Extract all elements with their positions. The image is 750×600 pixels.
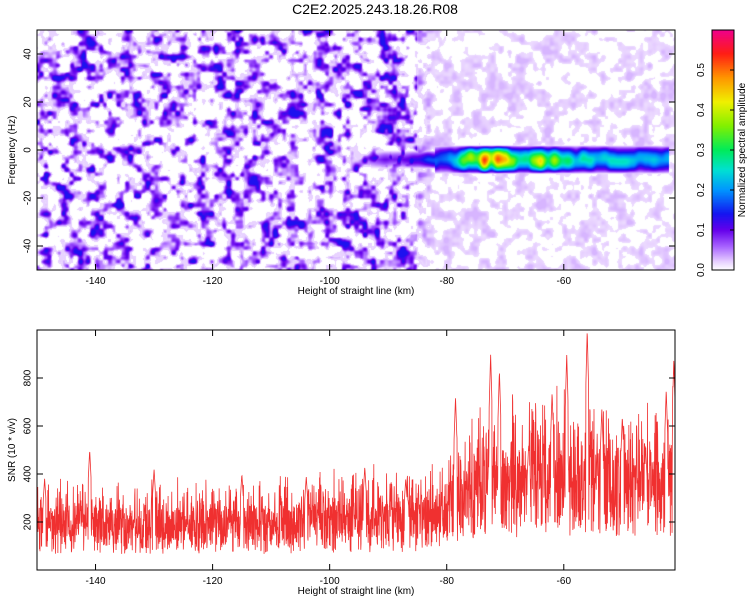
colorbar-gradient <box>712 30 734 270</box>
snr-series-line <box>37 333 675 554</box>
heatmap-xtick-label: -120 <box>203 276 223 287</box>
colorbar-tick-label: 0.0 <box>696 263 707 277</box>
heatmap-ytick-label: -40 <box>23 238 34 253</box>
spectrogram-panel: -140 -120 -100 -80 -60 -40 -20 0 20 40 Height of s… <box>7 29 676 297</box>
colorbar-panel: 0.0 0.1 0.2 0.3 0.4 0.5 Normalized spectral am… <box>696 29 748 277</box>
snr-xtick-label: -60 <box>557 576 572 587</box>
snr-ytick-label: 400 <box>23 465 34 482</box>
snr-ytick-label: 200 <box>23 513 34 530</box>
heatmap-xtick-label: -140 <box>86 276 106 287</box>
figure-title: C2E2.2025.243.18.26.R08 <box>292 1 458 17</box>
snr-xtick-label: -140 <box>86 576 106 587</box>
heatmap-ytick-label: -20 <box>23 190 34 205</box>
colorbar-tick-label: 0.2 <box>696 183 707 197</box>
snr-xlabel: Height of straight line (km) <box>298 586 415 597</box>
heatmap-ytick-label: 40 <box>23 48 34 60</box>
heatmap-xlabel: Height of straight line (km) <box>298 286 415 297</box>
heatmap-ytick-label: 20 <box>23 96 34 108</box>
heatmap-xtick-label: -100 <box>320 276 340 287</box>
colorbar-label: Normalized spectral amplitude <box>737 82 748 217</box>
colorbar-tick-label: 0.3 <box>696 143 707 157</box>
colorbar-tick-label: 0.5 <box>696 63 707 77</box>
snr-panel: -140 -120 -100 -80 -60 200 400 600 800 Height of … <box>7 329 676 597</box>
colorbar-tick-label: 0.4 <box>696 103 707 117</box>
snr-ytick-label: 600 <box>23 417 34 434</box>
heatmap-ylabel: Frequency (Hz) <box>7 116 18 185</box>
snr-xtick-label: -100 <box>320 576 340 587</box>
colorbar-tick-label: 0.1 <box>696 223 707 237</box>
snr-ytick-label: 800 <box>23 369 34 386</box>
snr-xtick-label: -120 <box>203 576 223 587</box>
snr-frame <box>36 329 676 571</box>
heatmap-xtick-label: -80 <box>439 276 454 287</box>
heatmap-ytick-label: 0 <box>23 147 34 153</box>
snr-xtick-label: -80 <box>439 576 454 587</box>
heatmap-frame <box>36 29 676 271</box>
spectrogram-heatmap <box>37 30 675 270</box>
heatmap-xtick-label: -60 <box>557 276 572 287</box>
snr-ylabel: SNR (10 * v/v) <box>7 418 18 482</box>
